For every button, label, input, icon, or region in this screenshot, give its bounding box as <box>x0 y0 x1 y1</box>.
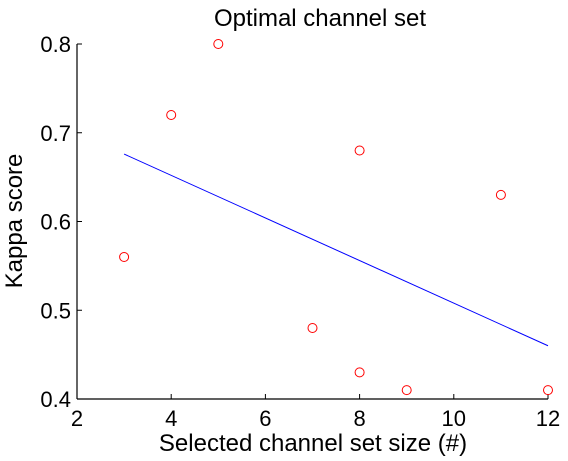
y-tick-label: 0.5 <box>40 298 71 323</box>
points-layer <box>119 39 553 396</box>
y-tick-label: 0.4 <box>40 387 71 412</box>
data-point <box>354 145 365 156</box>
data-point <box>307 323 318 333</box>
trend-line <box>123 153 549 347</box>
y-tick-label: 0.8 <box>40 32 71 57</box>
y-axis-label: Kappa score <box>1 154 28 289</box>
y-tick-label: 0.7 <box>40 121 71 146</box>
chart-title: Optimal channel set <box>214 5 426 32</box>
y-tick-label: 0.6 <box>40 210 71 235</box>
data-point <box>495 189 506 200</box>
x-tick-label: 10 <box>442 406 466 431</box>
x-tick-label: 12 <box>536 406 560 431</box>
data-point <box>166 110 177 120</box>
x-axis-label: Selected channel set size (#) <box>159 430 467 457</box>
data-point <box>543 385 553 396</box>
data-point <box>119 252 130 262</box>
data-point <box>354 367 365 378</box>
x-tick-label: 8 <box>353 406 365 431</box>
x-tick-label: 6 <box>259 406 271 431</box>
trend-line-layer <box>123 153 549 347</box>
ticks-layer: 2 4 6 8 10 12 0.4 0.5 0.6 0.7 0.8 <box>40 32 560 431</box>
data-point <box>401 385 412 396</box>
x-tick-label: 2 <box>71 406 83 431</box>
x-tick-label: 4 <box>165 406 177 431</box>
data-point <box>213 39 224 49</box>
